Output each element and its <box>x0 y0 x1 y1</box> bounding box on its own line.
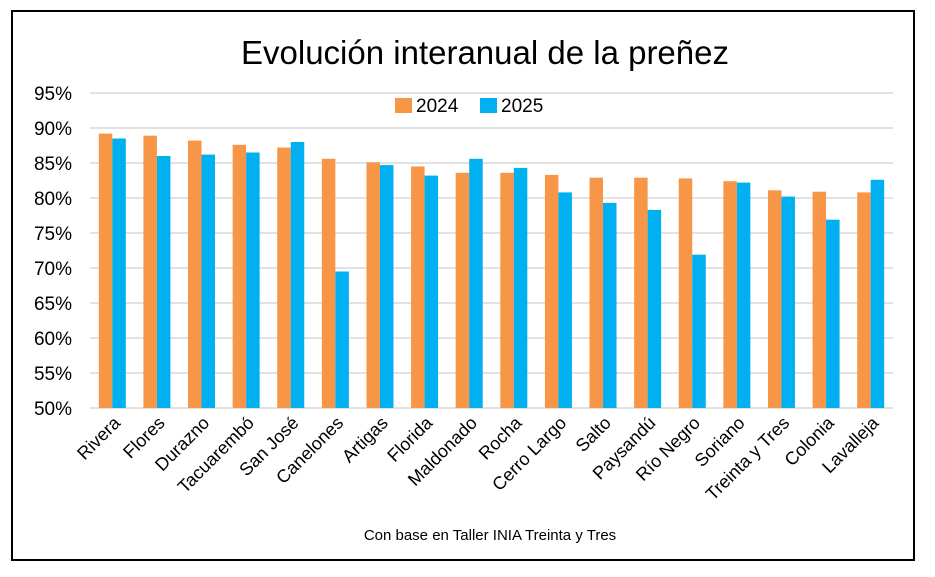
bar-2025 <box>379 165 394 408</box>
bar-2024 <box>411 166 425 408</box>
bar-2024 <box>589 177 604 408</box>
bar-2025 <box>112 138 126 408</box>
y-tick-label: 60% <box>34 329 72 350</box>
y-tick-label: 75% <box>34 224 72 245</box>
gridlines <box>90 92 893 409</box>
y-tick-label: 55% <box>34 364 72 385</box>
chart-footnote: Con base en Taller INIA Treinta y Tres <box>364 527 616 544</box>
bar-2025 <box>246 152 260 408</box>
y-tick-label: 95% <box>34 84 72 105</box>
chart-title: Evolución interanual de la preñez <box>241 34 729 71</box>
bar-2024 <box>98 133 113 408</box>
bar-2025 <box>558 192 572 408</box>
bar-2024 <box>857 192 871 408</box>
legend-label-2024: 2024 <box>416 96 459 117</box>
bar-2025 <box>201 154 216 408</box>
bar-2025 <box>290 142 305 408</box>
bar-2025 <box>870 179 885 408</box>
bar-2024 <box>544 174 559 408</box>
bar-2024 <box>678 178 693 408</box>
bar-2025 <box>469 158 483 408</box>
bar-2024 <box>277 147 291 408</box>
bar-2024 <box>500 172 514 408</box>
bar-2025 <box>736 182 751 408</box>
x-tick-label: Rivera <box>73 412 125 464</box>
bar-2025 <box>513 167 528 408</box>
bar-2024 <box>143 135 157 408</box>
bar-2025 <box>335 271 349 408</box>
y-tick-label: 80% <box>34 189 72 210</box>
legend-swatch-2024 <box>395 98 412 113</box>
bar-2024 <box>723 181 737 408</box>
bar-2024 <box>232 144 247 409</box>
y-tick-label: 70% <box>34 259 72 280</box>
bar-2025 <box>424 175 439 408</box>
legend-swatch-2025 <box>480 98 497 113</box>
bar-2025 <box>647 209 662 408</box>
legend: 2024 2025 <box>395 96 543 117</box>
bar-2024 <box>634 177 648 408</box>
bar-2025 <box>781 196 795 408</box>
y-tick-label: 65% <box>34 294 72 315</box>
bar-2025 <box>692 254 706 408</box>
bar-2024 <box>455 172 470 408</box>
y-tick-label: 50% <box>34 399 72 420</box>
y-tick-label: 85% <box>34 154 72 175</box>
bar-2024 <box>188 140 202 408</box>
bar-2025 <box>826 219 840 408</box>
bars <box>98 133 885 409</box>
bar-2024 <box>767 190 782 408</box>
x-tick-label: Artigas <box>338 413 392 467</box>
bar-2024 <box>321 158 336 408</box>
y-tick-label: 90% <box>34 119 72 140</box>
bar-2025 <box>603 202 617 408</box>
bar-2024 <box>366 162 380 408</box>
bar-2025 <box>156 156 171 408</box>
bar-2024 <box>812 191 827 408</box>
legend-label-2025: 2025 <box>501 96 543 117</box>
y-axis-ticks: 50% 55% 60% 65% 70% 75% 80% 85% 90% 95% <box>34 84 72 420</box>
